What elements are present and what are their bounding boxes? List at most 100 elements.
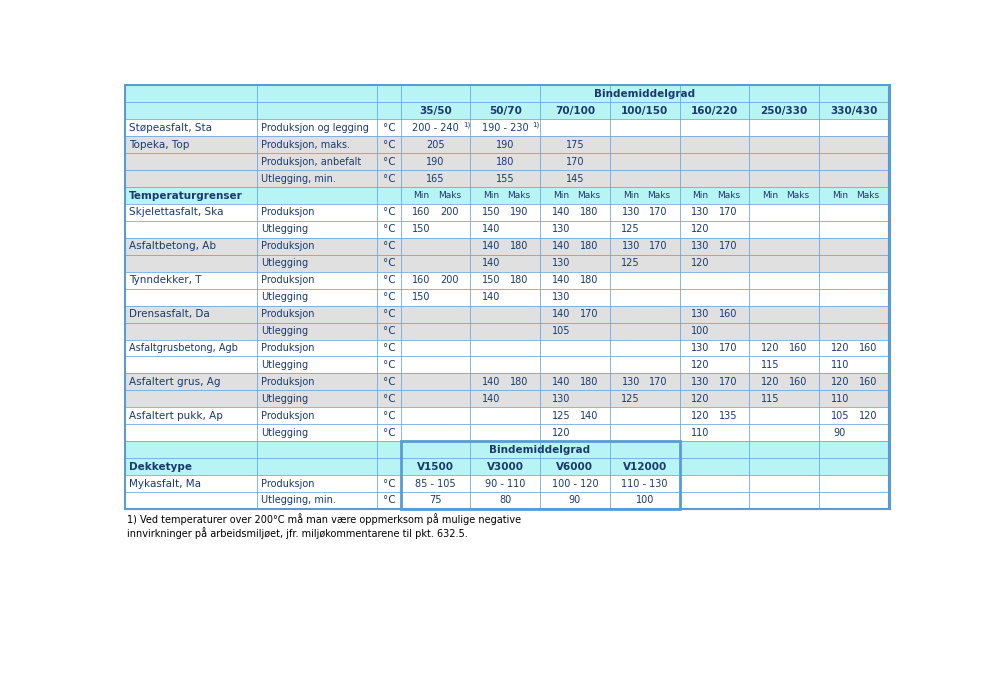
Text: 160: 160: [858, 343, 877, 353]
Text: Produksjon, anbefalt: Produksjon, anbefalt: [261, 157, 362, 166]
Text: Asfaltgrusbetong, Agb: Asfaltgrusbetong, Agb: [129, 343, 238, 353]
Text: °C: °C: [383, 343, 395, 353]
Text: Asfaltert grus, Ag: Asfaltert grus, Ag: [129, 377, 221, 387]
Bar: [126, 509, 890, 570]
Text: 190: 190: [496, 140, 514, 150]
Text: °C: °C: [383, 173, 395, 184]
Text: V12000: V12000: [622, 461, 667, 472]
Text: 180: 180: [580, 377, 598, 387]
Text: Min: Min: [762, 191, 778, 200]
Text: 180: 180: [580, 275, 598, 285]
Text: 120: 120: [552, 428, 570, 438]
Text: Min: Min: [622, 191, 639, 200]
Text: 90: 90: [569, 496, 581, 505]
Text: °C: °C: [383, 208, 395, 217]
Text: 80: 80: [499, 496, 511, 505]
Text: Utlegging, min.: Utlegging, min.: [261, 496, 336, 505]
Bar: [126, 408, 890, 424]
Text: 140: 140: [552, 377, 570, 387]
Text: 140: 140: [552, 275, 570, 285]
Text: °C: °C: [383, 241, 395, 252]
Text: 130: 130: [692, 377, 710, 387]
Text: 120: 120: [761, 343, 780, 353]
Text: 85 - 105: 85 - 105: [415, 479, 456, 489]
Text: 110: 110: [830, 360, 849, 370]
Text: 120: 120: [858, 411, 877, 421]
Text: Min: Min: [413, 191, 429, 200]
Bar: [126, 305, 890, 322]
Text: 190: 190: [510, 208, 528, 217]
Text: 1) Ved temperaturer over 200°C må man være oppmerksom på mulige negative
innvirk: 1) Ved temperaturer over 200°C må man væ…: [127, 514, 521, 540]
Text: 140: 140: [482, 292, 500, 302]
Text: Min: Min: [553, 191, 569, 200]
Text: Støpeasfalt, Sta: Støpeasfalt, Sta: [129, 123, 212, 133]
Text: Produksjon: Produksjon: [261, 411, 314, 421]
Text: 180: 180: [496, 157, 514, 166]
Bar: [126, 85, 890, 509]
Text: 130: 130: [621, 241, 640, 252]
Bar: [126, 424, 890, 441]
Text: °C: °C: [383, 292, 395, 302]
Text: Bindemiddelgrad: Bindemiddelgrad: [595, 89, 696, 99]
Text: 140: 140: [482, 259, 500, 268]
Text: Utlegging: Utlegging: [261, 428, 308, 438]
Text: 180: 180: [510, 275, 528, 285]
Text: °C: °C: [383, 157, 395, 166]
Bar: [126, 272, 890, 289]
Bar: [126, 102, 890, 120]
Bar: [126, 153, 890, 170]
Bar: [126, 289, 890, 305]
Text: Topeka, Top: Topeka, Top: [129, 140, 189, 150]
Text: 150: 150: [412, 224, 431, 234]
Bar: [126, 390, 890, 408]
Text: 130: 130: [692, 309, 710, 319]
Bar: [400, 441, 680, 509]
Text: Produksjon: Produksjon: [261, 343, 314, 353]
Text: Maks: Maks: [438, 191, 461, 200]
Text: 200: 200: [440, 275, 459, 285]
Bar: [126, 187, 890, 204]
Text: °C: °C: [383, 224, 395, 234]
Text: 250/330: 250/330: [760, 106, 808, 116]
Text: 125: 125: [621, 259, 640, 268]
Text: Produksjon: Produksjon: [261, 377, 314, 387]
Text: 130: 130: [621, 208, 640, 217]
Text: 170: 170: [719, 241, 737, 252]
Text: 170: 170: [649, 208, 668, 217]
Text: 90: 90: [833, 428, 846, 438]
Text: 200 - 240: 200 - 240: [412, 123, 459, 133]
Bar: [126, 120, 890, 136]
Bar: [126, 170, 890, 187]
Bar: [126, 238, 890, 255]
Text: Dekketype: Dekketype: [129, 461, 192, 472]
Text: 135: 135: [719, 411, 737, 421]
Text: 155: 155: [496, 173, 514, 184]
Text: 125: 125: [621, 394, 640, 404]
Text: Maks: Maks: [856, 191, 879, 200]
Text: 160: 160: [789, 343, 808, 353]
Text: 160: 160: [412, 208, 431, 217]
Text: °C: °C: [383, 123, 395, 133]
Text: Produksjon og legging: Produksjon og legging: [261, 123, 369, 133]
Text: 175: 175: [566, 140, 585, 150]
Text: 150: 150: [412, 292, 431, 302]
Text: Asfaltert pukk, Ap: Asfaltert pukk, Ap: [129, 411, 223, 421]
Text: °C: °C: [383, 496, 395, 505]
Text: °C: °C: [383, 411, 395, 421]
Text: Utlegging: Utlegging: [261, 292, 308, 302]
Text: 180: 180: [510, 377, 528, 387]
Text: Maks: Maks: [716, 191, 740, 200]
Text: Utlegging: Utlegging: [261, 259, 308, 268]
Text: 140: 140: [482, 241, 500, 252]
Text: 110 - 130: 110 - 130: [621, 479, 668, 489]
Text: 180: 180: [580, 241, 598, 252]
Text: 120: 120: [692, 224, 710, 234]
Bar: [126, 255, 890, 272]
Text: Mykasfalt, Ma: Mykasfalt, Ma: [129, 479, 201, 489]
Text: 120: 120: [830, 377, 849, 387]
Text: 140: 140: [482, 377, 500, 387]
Text: °C: °C: [383, 479, 395, 489]
Text: 170: 170: [719, 377, 737, 387]
Text: 100: 100: [692, 326, 710, 336]
Text: 160: 160: [719, 309, 737, 319]
